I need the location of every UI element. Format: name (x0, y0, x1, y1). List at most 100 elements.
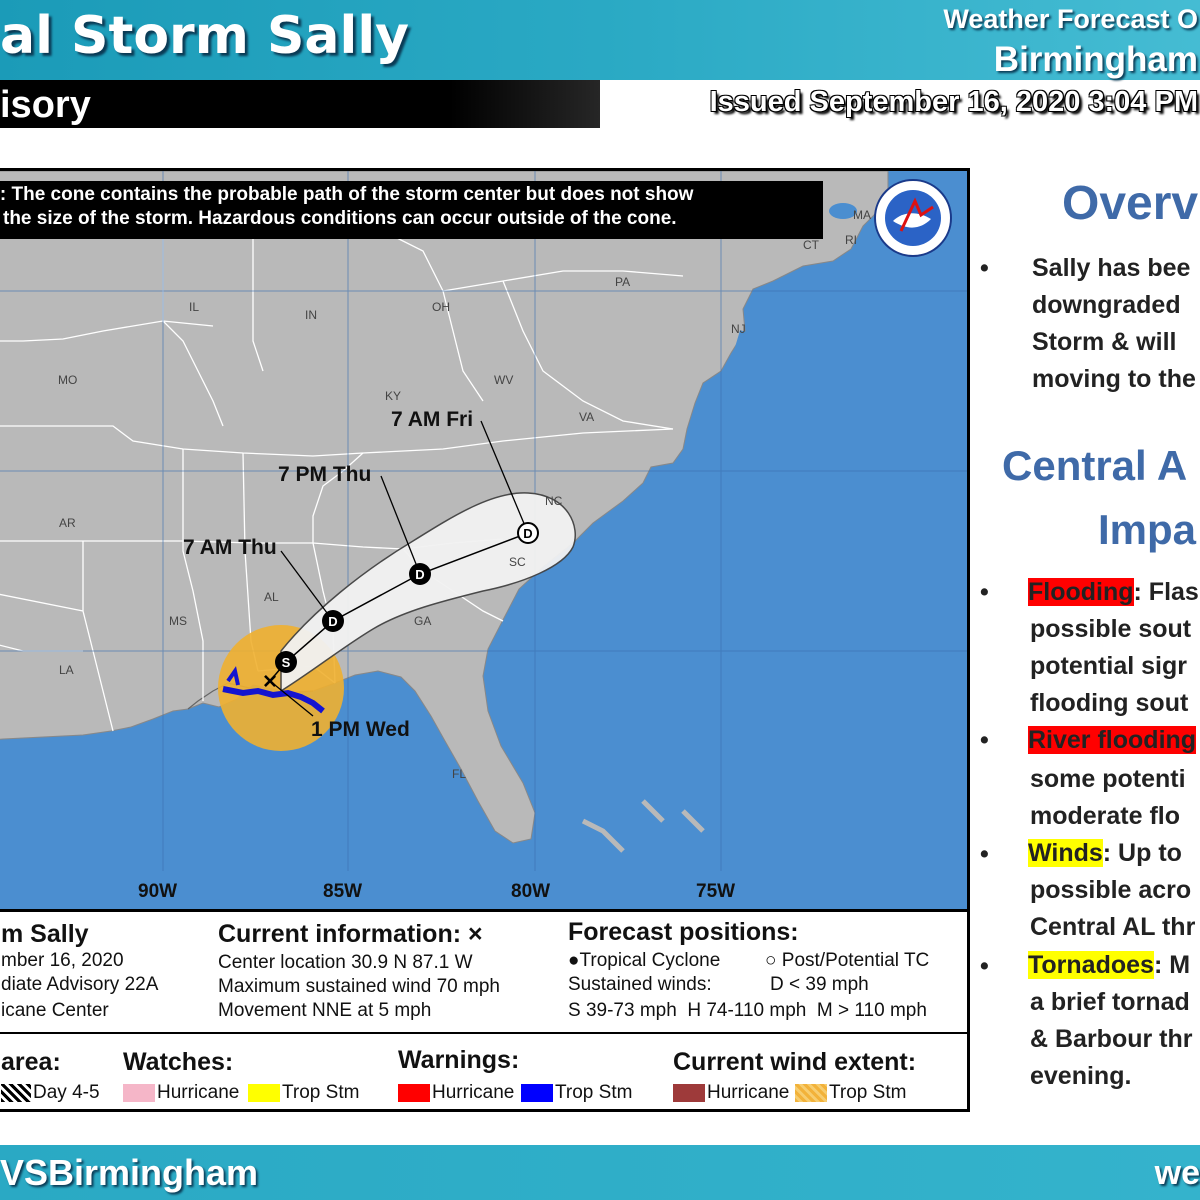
forecast-map: D D D S × 7 AM Fri 7 PM Thu 7 AM Thu 1 P… (0, 171, 967, 911)
wind-extent-title: Current wind extent: (673, 1048, 917, 1076)
flooding-line: possible sout (1030, 615, 1192, 643)
point-marker-label: D (415, 567, 424, 582)
state-label: AL (264, 590, 279, 604)
flooding-line: Flooding: Flas (1028, 574, 1199, 611)
forecast-point: D (322, 610, 344, 632)
cone-note: te: The cone contains the probable path … (0, 181, 823, 239)
river-flooding-label: River flooding (1028, 726, 1197, 754)
max-wind: Maximum sustained wind 70 mph (218, 976, 500, 997)
islands (581, 799, 705, 853)
river-line: moderate flo (1030, 802, 1181, 830)
bullet-icon: • (980, 578, 989, 606)
tornadoes-label: Tornadoes (1028, 951, 1154, 979)
overview-heading: Overv (1062, 177, 1199, 230)
forecast-label: 1 PM Wed (311, 718, 410, 741)
point-marker-label: D (328, 614, 337, 629)
website-link[interactable]: we (1154, 1154, 1200, 1192)
longitude-label: 75W (696, 881, 735, 902)
nws-logo (874, 179, 952, 257)
post-tc-label: Post/Potential TC (781, 950, 930, 971)
forecast-label: 7 PM Thu (278, 463, 371, 486)
state-label: NJ (731, 322, 746, 336)
state-label: NC (545, 494, 563, 508)
office-name: Weather Forecast O (943, 4, 1198, 34)
area-title: area: (1, 1048, 61, 1076)
winds-line: Central AL thr (1030, 913, 1196, 941)
state-label: CT (803, 238, 820, 252)
state-label: WV (494, 373, 513, 387)
overview-line: downgraded (1032, 291, 1181, 319)
hatched-swatch-icon (1, 1083, 31, 1102)
tornado-text: : M (1153, 951, 1191, 979)
flooding-label: Flooding (1028, 578, 1134, 606)
warnings-title: Warnings: (398, 1046, 520, 1074)
legend-storm-name: m Sally (1, 920, 89, 948)
forecast-label: 7 AM Fri (391, 408, 473, 431)
flooding-line: flooding sout (1030, 689, 1189, 717)
warn-hurricane-label: Hurricane (432, 1082, 515, 1103)
trop-storm-warning-coast (222, 686, 325, 714)
state-label: RI (845, 233, 857, 247)
advisory-label: isory (0, 84, 91, 126)
advisory-band (0, 80, 600, 128)
state-label: OH (432, 300, 450, 314)
point-marker-label: S (282, 655, 291, 670)
watch-hurricane-swatch (123, 1083, 155, 1102)
winds-line: possible acro (1030, 876, 1192, 904)
tropical-cyclone-label: Tropical Cyclone (579, 950, 721, 971)
state-label: AR (59, 516, 76, 530)
forecast-point: S (275, 651, 297, 673)
legend-day45: Day 4-5 (1, 1082, 100, 1104)
watch-tropstm-label: Trop Stm (282, 1082, 360, 1103)
forecast-point: D (409, 563, 431, 585)
warning-inlet (226, 666, 240, 686)
warn-hurricane-swatch (398, 1083, 430, 1102)
wind-tropstm-label: Trop Stm (829, 1082, 907, 1103)
winds-label: Winds (1028, 839, 1103, 867)
legend-wind-tropstm: Trop Stm (795, 1082, 906, 1104)
longitude-label: 90W (138, 881, 177, 902)
bullet-icon: • (980, 254, 989, 282)
state-label: IN (305, 308, 317, 322)
legend-watch-hurricane: Hurricane (123, 1082, 239, 1104)
warn-tropstm-swatch (521, 1083, 553, 1102)
state-label: MO (58, 373, 77, 387)
tornado-line: & Barbour thr (1030, 1025, 1193, 1053)
watches-title: Watches: (123, 1048, 234, 1076)
river-line: some potenti (1030, 765, 1186, 793)
state-label: PA (615, 275, 630, 289)
bullet-icon: • (980, 726, 989, 754)
state-label: LA (59, 663, 74, 677)
sustained-winds-label: Sustained winds: (568, 974, 712, 995)
overview-line: Sally has bee (1032, 254, 1191, 282)
tornado-line: Tornadoes: M (1028, 947, 1190, 984)
forecast-positions-title: Forecast positions: (568, 918, 799, 946)
wind-hurricane-swatch (673, 1083, 705, 1102)
center-location: Center location 30.9 N 87.1 W (218, 952, 473, 973)
impacts-heading: Impa (1098, 506, 1197, 553)
flooding-text: : Flas (1133, 578, 1199, 606)
storm-title: al Storm Sally (0, 6, 410, 66)
impacts-heading: Central A (1002, 442, 1188, 489)
wind-hurricane-label: Hurricane (707, 1082, 790, 1103)
wind-tropstm-swatch (795, 1083, 827, 1102)
legend-post-tc: ○ Post/Potential TC (765, 950, 929, 972)
longitude-label: 80W (511, 881, 550, 902)
tornado-line: evening. (1030, 1062, 1132, 1090)
state-label: GA (414, 614, 431, 628)
state-label: KY (385, 389, 401, 403)
legend-tropical-cyclone: ●Tropical Cyclone (568, 950, 720, 972)
state-label: MS (169, 614, 187, 628)
lake (829, 203, 857, 219)
issued-timestamp: Issued September 16, 2020 3:04 PM (709, 86, 1198, 118)
legend-warn-tropstm: Trop Stm (521, 1082, 632, 1104)
bullet-icon: • (980, 840, 989, 868)
legend-watch-tropstm: Trop Stm (248, 1082, 359, 1104)
forecast-point: D (517, 522, 539, 544)
overview-line: moving to the (1032, 365, 1196, 393)
state-label: FL (452, 767, 466, 781)
longitude-label: 85W (323, 881, 362, 902)
legend-divider (0, 1032, 967, 1034)
forecast-label: 7 AM Thu (183, 536, 277, 559)
legend-date: mber 16, 2020 (1, 950, 124, 971)
